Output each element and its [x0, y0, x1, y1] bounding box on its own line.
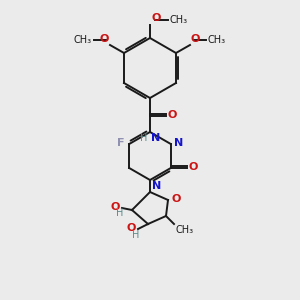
- Text: CH₃: CH₃: [74, 35, 92, 45]
- Text: O: O: [191, 34, 200, 44]
- Text: N: N: [174, 138, 183, 148]
- Text: F: F: [117, 138, 124, 148]
- Text: O: O: [152, 13, 161, 23]
- Text: H: H: [132, 230, 139, 240]
- Text: O: O: [168, 110, 177, 120]
- Text: N: N: [152, 181, 161, 191]
- Text: CH₃: CH₃: [208, 35, 226, 45]
- Text: O: O: [171, 194, 180, 204]
- Text: H: H: [140, 133, 147, 143]
- Text: O: O: [100, 34, 109, 44]
- Text: CH₃: CH₃: [175, 225, 193, 235]
- Text: O: O: [127, 223, 136, 233]
- Text: O: O: [111, 202, 120, 212]
- Text: O: O: [189, 162, 198, 172]
- Text: N: N: [151, 133, 160, 143]
- Text: CH₃: CH₃: [170, 15, 188, 25]
- Text: H: H: [116, 208, 123, 218]
